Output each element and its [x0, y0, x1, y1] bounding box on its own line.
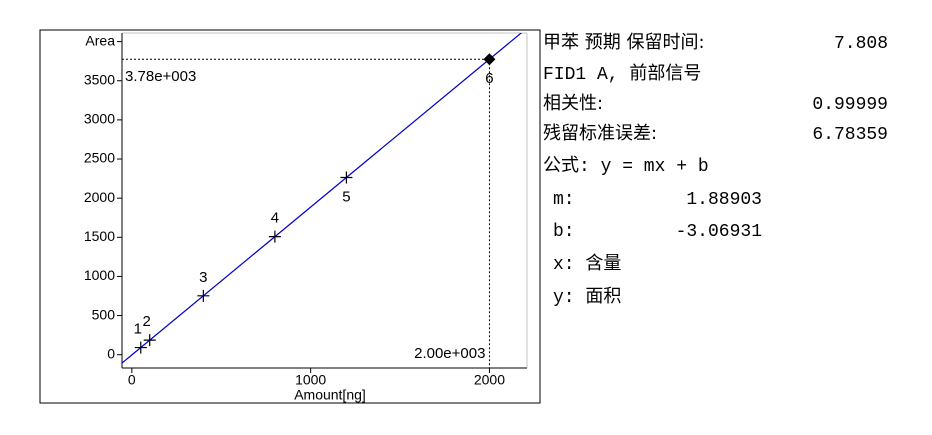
point-label: 4	[271, 210, 279, 227]
panel-value: 1.88903	[686, 190, 762, 210]
point-label: 6	[485, 70, 493, 87]
y-tick-label: 500	[92, 306, 116, 322]
panel-text: 相关性:	[543, 93, 603, 114]
point	[483, 53, 496, 66]
y-tick-label: 0	[107, 345, 115, 361]
guide-label: 3.78e+003	[125, 68, 196, 85]
panel-text: 公式: y = mx + b	[543, 155, 709, 177]
point	[340, 171, 353, 184]
point-label: 2	[143, 313, 151, 330]
chart-frame	[39, 29, 541, 404]
point	[197, 289, 210, 302]
x-tick-label: 1000	[295, 372, 326, 388]
point-label: 5	[342, 188, 350, 205]
panel-text: 残留标准误差:	[543, 123, 657, 144]
y-tick-label: 3500	[84, 71, 115, 87]
x-tick-label: 0	[128, 372, 136, 388]
point	[134, 341, 147, 354]
panel-text: x: 含量	[553, 253, 621, 275]
fit-line	[122, 33, 523, 364]
panel-value: 7.808	[834, 34, 888, 54]
guide-label: 2.00e+003	[414, 345, 485, 362]
panel-value: 0.99999	[812, 95, 888, 115]
panel-text: m:	[553, 190, 575, 210]
panel-text: b:	[553, 222, 575, 242]
y-tick-label: 1500	[84, 228, 115, 244]
point-label: 3	[199, 269, 207, 286]
point-label: 1	[134, 321, 142, 338]
y-tick-label: 1000	[84, 267, 115, 283]
y-tick-label: Area	[85, 32, 115, 48]
point	[143, 334, 156, 347]
y-tick-label: 2000	[84, 189, 115, 205]
panel-text: FID1 A, 前部信号	[543, 63, 701, 85]
point	[268, 230, 281, 243]
x-axis-label: Amount[ng]	[294, 387, 366, 403]
panel-text: 甲苯 预期 保留时间:	[543, 32, 705, 53]
panel-value: -3.06931	[676, 222, 762, 242]
y-tick-label: 2500	[84, 150, 115, 166]
panel-text: y: 面积	[553, 286, 621, 308]
panel-value: 6.78359	[812, 125, 888, 145]
y-tick-label: 3000	[84, 111, 115, 127]
x-tick-label: 2000	[474, 372, 505, 388]
